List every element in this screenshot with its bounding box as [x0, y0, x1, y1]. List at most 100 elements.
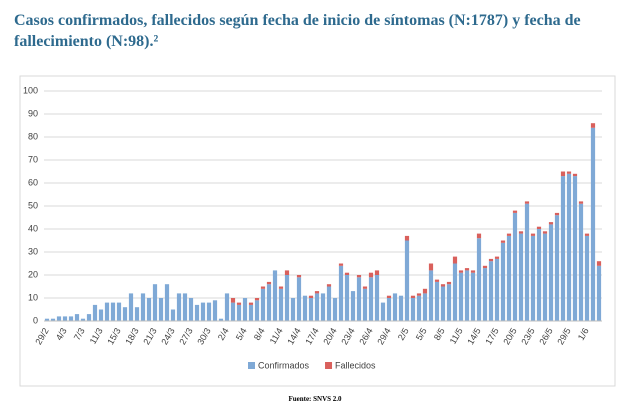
x-tick-label: 30/3: [195, 326, 212, 346]
bar: [572, 173, 578, 177]
x-tick-label: 7/3: [72, 326, 87, 342]
bar: [584, 233, 590, 236]
bar: [104, 302, 110, 321]
bar: [68, 316, 74, 321]
bar: [266, 281, 272, 285]
bar: [248, 302, 254, 305]
y-tick-label: 60: [28, 177, 38, 187]
legend-label: Confirmados: [258, 360, 310, 370]
bar: [548, 222, 554, 225]
bar: [536, 229, 542, 321]
y-tick-label: 80: [28, 131, 38, 141]
x-tick-label: 11/5: [448, 326, 465, 346]
x-tick-label: 8/5: [432, 326, 447, 342]
bar: [356, 275, 362, 278]
bar: [434, 279, 440, 282]
y-tick-label: 40: [28, 223, 38, 233]
x-tick-label: 11/3: [88, 326, 105, 346]
x-tick-label: 14/5: [465, 326, 482, 346]
bar: [590, 123, 596, 128]
bar: [314, 293, 320, 321]
source: Fuente: SNVS 2.0: [288, 395, 342, 403]
legend-swatch: [248, 362, 255, 369]
bar: [542, 233, 548, 321]
bar: [98, 309, 104, 321]
bar: [308, 295, 314, 298]
bar: [200, 302, 206, 321]
bar: [554, 215, 560, 321]
bar: [110, 302, 116, 321]
bar: [518, 231, 524, 234]
bar: [164, 284, 170, 321]
bar: [236, 304, 242, 321]
bar: [494, 256, 500, 259]
bar: [530, 235, 536, 321]
bar: [488, 258, 494, 262]
bar: [416, 295, 422, 321]
x-tick-label: 23/4: [339, 326, 356, 346]
bar: [554, 212, 560, 216]
bar: [152, 284, 158, 321]
bar: [404, 240, 410, 321]
legend-label: Fallecidos: [335, 360, 376, 370]
x-tick-label: 24/3: [159, 326, 176, 346]
bar: [122, 307, 128, 321]
y-tick-label: 0: [33, 315, 38, 325]
chart-frame: [19, 75, 616, 387]
bar: [194, 304, 200, 321]
bar: [290, 298, 296, 321]
y-tick-label: 10: [28, 292, 38, 302]
y-tick-label: 20: [28, 269, 38, 279]
bar: [296, 275, 302, 278]
x-tick-label: 29/2: [33, 326, 50, 346]
legend-swatch: [325, 362, 333, 369]
bar: [74, 314, 80, 321]
bar: [338, 265, 344, 321]
bar: [464, 270, 470, 321]
bar: [248, 304, 254, 321]
y-tick-label: 100: [23, 85, 38, 95]
bar: [530, 233, 536, 236]
bar: [80, 318, 86, 321]
bar: [578, 203, 584, 321]
bar: [512, 210, 518, 213]
bar: [44, 318, 50, 321]
bar: [56, 316, 62, 321]
bar: [584, 235, 590, 321]
bar: [446, 284, 452, 321]
bar: [428, 263, 434, 271]
bar: [578, 201, 584, 204]
bar: [254, 300, 260, 321]
x-tick-label: 18/3: [123, 326, 140, 346]
bar: [548, 224, 554, 321]
bar: [416, 293, 422, 296]
bar: [458, 270, 464, 273]
bar: [470, 270, 476, 273]
bar: [176, 293, 182, 321]
bar: [536, 226, 542, 229]
bar: [362, 286, 368, 289]
bar: [476, 233, 482, 239]
bar: [404, 235, 410, 241]
bar: [116, 302, 122, 321]
bar: [566, 171, 572, 174]
bar: [440, 286, 446, 321]
bar: [158, 298, 164, 321]
bar: [350, 291, 356, 321]
x-tick-label: 17/5: [483, 326, 500, 346]
bar: [566, 173, 572, 321]
bar: [212, 300, 218, 321]
bar: [302, 295, 308, 321]
x-tick-label: 15/3: [105, 326, 122, 346]
bar: [410, 295, 416, 298]
x-tick-label: 5/4: [234, 326, 249, 342]
bar: [128, 293, 134, 321]
bar: [278, 288, 284, 321]
bar: [284, 270, 290, 275]
bar: [362, 288, 368, 321]
bar: [314, 291, 320, 294]
x-tick-label: 4/3: [54, 326, 69, 342]
y-tick-label: 30: [28, 246, 38, 256]
bar: [344, 272, 350, 275]
